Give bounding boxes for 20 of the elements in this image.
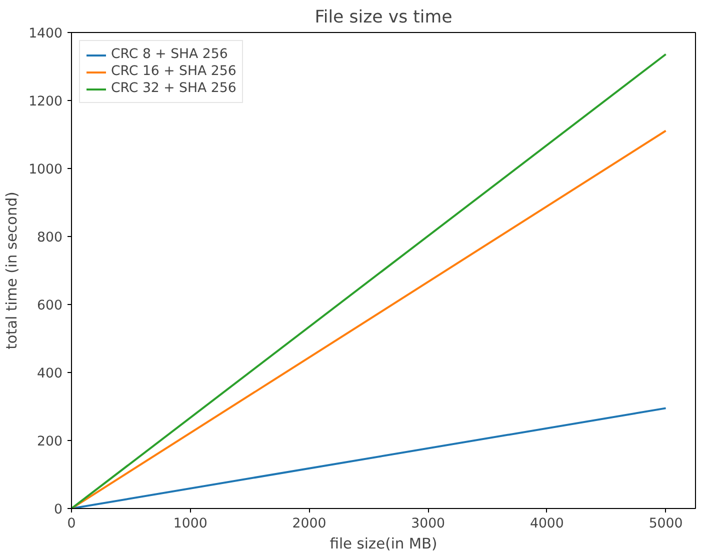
y-tick-label: 200 — [37, 434, 63, 450]
y-tick-label: 600 — [37, 298, 63, 314]
x-axis-title: file size(in MB) — [330, 536, 438, 552]
y-tick-label: 1000 — [28, 162, 63, 178]
y-tick-label: 0 — [54, 502, 63, 518]
x-tick-label: 4000 — [530, 516, 564, 532]
y-tick-label: 1400 — [28, 26, 63, 42]
legend-label: CRC 16 + SHA 256 — [111, 64, 236, 79]
x-tick-label: 2000 — [292, 516, 326, 532]
legend-label: CRC 8 + SHA 256 — [111, 47, 228, 62]
x-tick-label: 1000 — [173, 516, 208, 532]
x-tick-label: 3000 — [411, 516, 446, 532]
y-tick-label: 1200 — [28, 94, 63, 110]
legend-label: CRC 32 + SHA 256 — [111, 81, 236, 96]
chart-title: File size vs time — [314, 8, 452, 28]
y-tick-label: 800 — [37, 230, 63, 246]
y-tick-label: 400 — [37, 366, 63, 382]
x-tick-label: 0 — [67, 516, 76, 532]
y-axis-title: total time (in second) — [4, 192, 21, 350]
x-tick-label: 5000 — [648, 516, 683, 532]
